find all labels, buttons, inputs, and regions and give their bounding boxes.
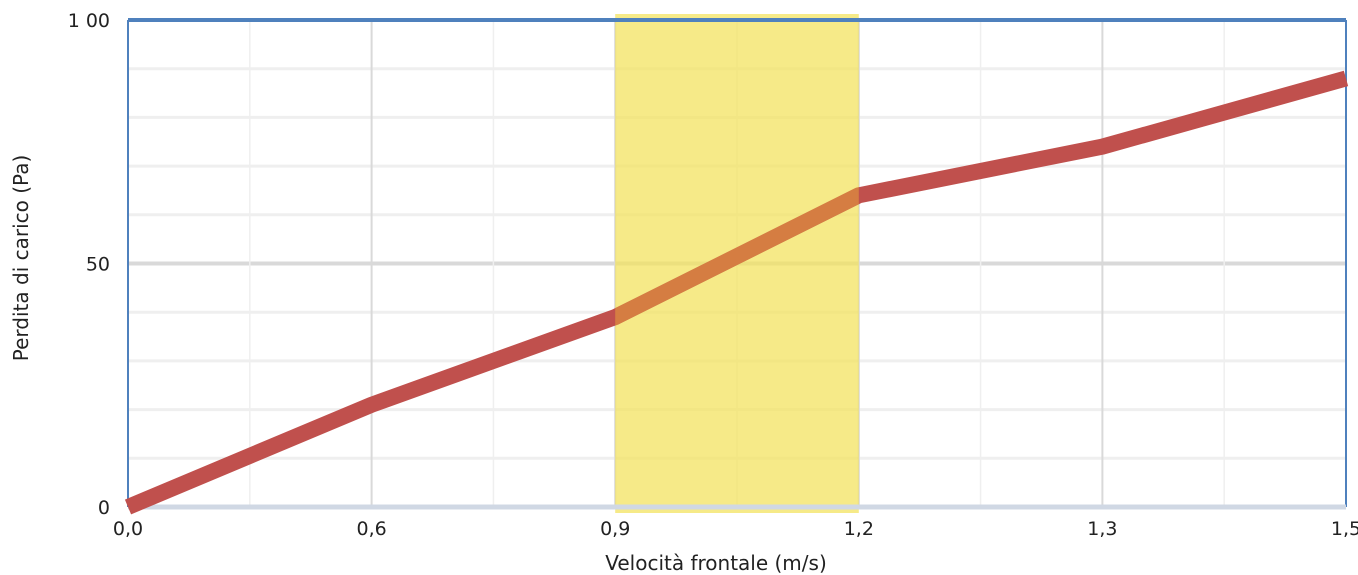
x-tick-label: 0,6: [356, 518, 386, 540]
x-axis-ticks: 0,0 0,6 0,9 1,2 1,3 1,5: [113, 518, 1358, 540]
x-tick-label: 1,3: [1087, 518, 1117, 540]
y-axis-title: Perdita di carico (Pa): [9, 155, 33, 361]
y-tick-label: 0: [98, 497, 110, 519]
x-axis-title: Velocità frontale (m/s): [605, 551, 827, 575]
series-layer: [124, 70, 1349, 515]
x-tick-label: 0,9: [600, 518, 630, 540]
x-tick-label: 0,0: [113, 518, 143, 540]
y-axis-ticks: 0 50 1 00: [68, 10, 110, 519]
series-line-highlight-0: [615, 187, 859, 326]
y-tick-label: 1 00: [68, 10, 110, 32]
plot-frame: [127, 18, 1347, 510]
y-tick-label: 50: [86, 254, 110, 276]
x-tick-label: 1,2: [844, 518, 874, 540]
x-tick-label: 1,5: [1331, 518, 1358, 540]
